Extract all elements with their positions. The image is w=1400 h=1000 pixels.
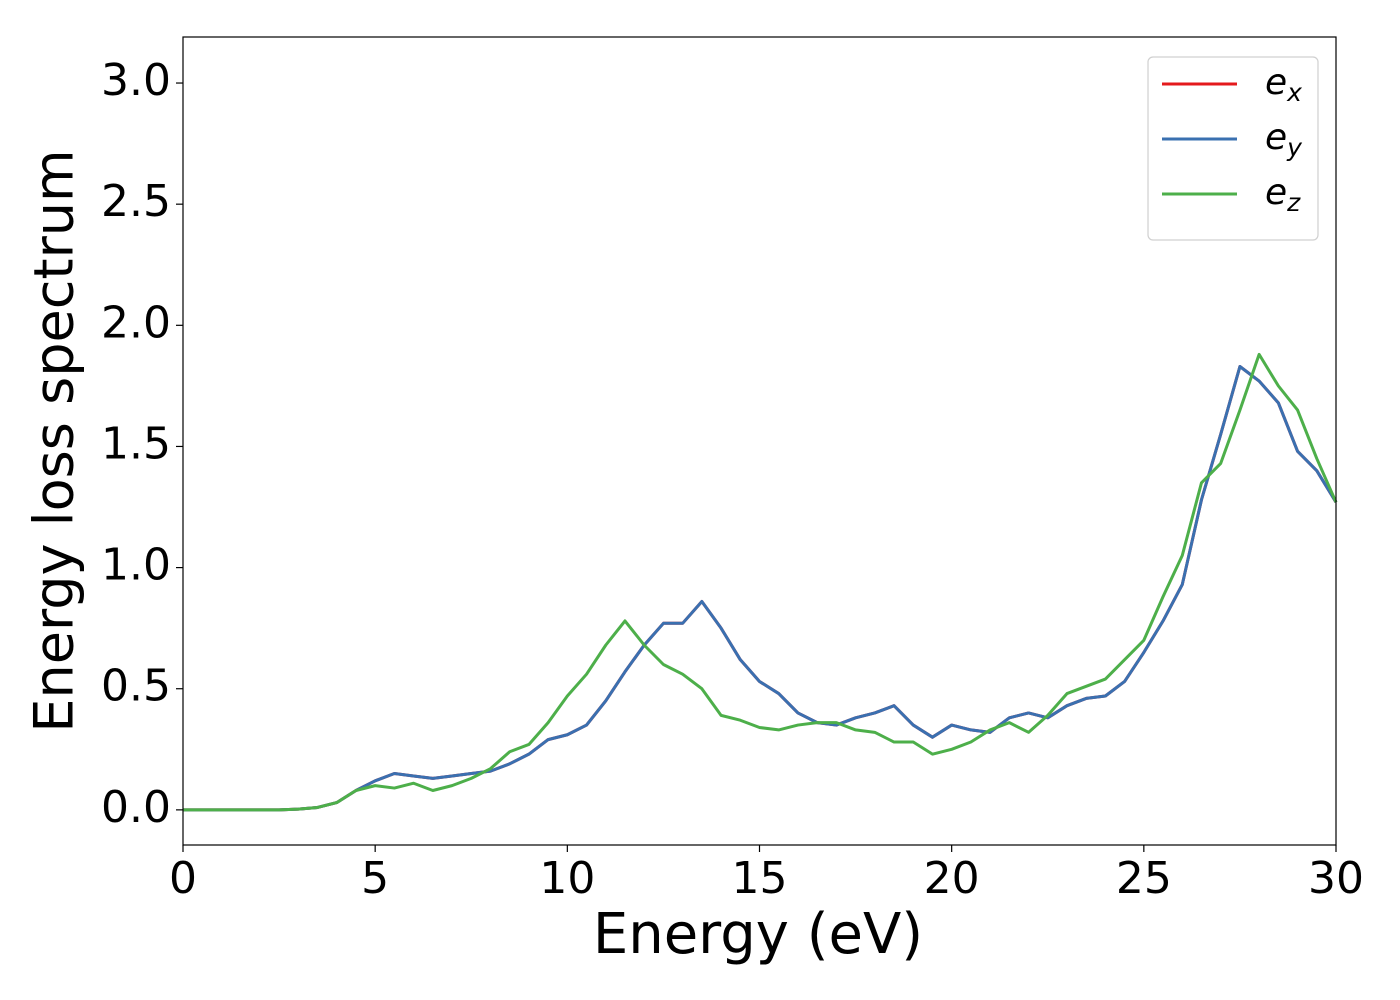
y-tick-label: 0.0 xyxy=(101,782,171,833)
x-axis-label: Energy (eV) xyxy=(593,902,923,967)
legend-label: ey xyxy=(1265,117,1303,162)
series-line xyxy=(183,365,1338,812)
x-tick-label: 15 xyxy=(732,853,788,904)
legend-label: ex xyxy=(1265,62,1302,107)
x-tick-label: 0 xyxy=(169,853,197,904)
y-tick-label: 2.5 xyxy=(101,176,171,227)
y-tick-label: 1.5 xyxy=(101,418,171,469)
y-tick-label: 2.0 xyxy=(101,297,171,348)
axes-frame xyxy=(182,36,1337,846)
x-tick-label: 30 xyxy=(1308,853,1364,904)
x-tick-label: 20 xyxy=(924,853,980,904)
x-tick-label: 10 xyxy=(539,853,595,904)
y-axis-label: Energy loss spectrum xyxy=(23,149,86,732)
y-tick-label: 3.0 xyxy=(101,55,171,106)
x-tick-label: 5 xyxy=(361,853,389,904)
x-tick-label: 25 xyxy=(1116,853,1172,904)
legend-label: ez xyxy=(1265,172,1301,217)
y-tick-label: 0.5 xyxy=(101,661,171,712)
y-tick-label: 1.0 xyxy=(101,540,171,591)
series-line xyxy=(183,365,1338,812)
series-line xyxy=(183,352,1338,812)
